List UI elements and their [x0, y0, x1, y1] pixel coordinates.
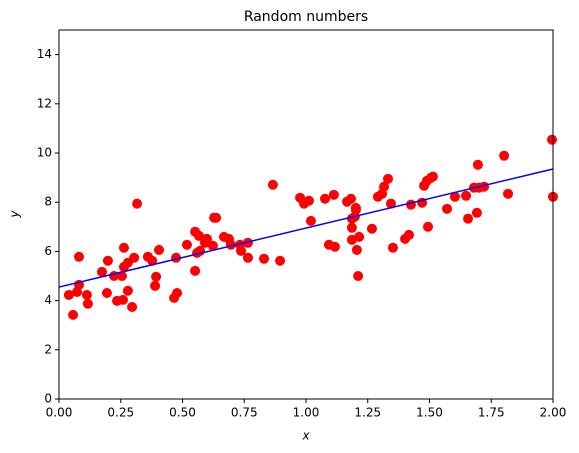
point — [463, 213, 474, 224]
point — [328, 189, 339, 200]
point — [383, 173, 394, 184]
point — [267, 179, 278, 190]
x-tick-label: 1.25 — [354, 406, 381, 420]
point — [211, 212, 222, 223]
point — [346, 222, 357, 233]
point — [305, 215, 316, 226]
point — [154, 244, 165, 255]
point — [117, 294, 128, 305]
point — [116, 271, 127, 281]
point — [275, 255, 286, 266]
point — [82, 298, 93, 309]
point — [129, 252, 140, 263]
x-tick-label: 0.00 — [46, 406, 73, 420]
x-tick-label: 1.00 — [293, 406, 320, 420]
point — [132, 198, 143, 209]
point — [329, 241, 340, 252]
point — [127, 301, 138, 312]
point — [405, 199, 416, 210]
point — [472, 159, 483, 170]
x-axis-label: x — [301, 429, 310, 443]
point — [190, 265, 201, 276]
y-tick-label: 10 — [37, 146, 52, 160]
point — [96, 266, 107, 277]
fit-line — [58, 168, 554, 288]
y-tick-label: 4 — [44, 293, 52, 307]
point — [427, 171, 438, 182]
x-tick-label: 0.50 — [169, 406, 196, 420]
y-tick-label: 2 — [44, 342, 52, 356]
point — [350, 204, 361, 215]
point — [150, 280, 161, 291]
point — [207, 240, 218, 251]
y-tick-label: 8 — [44, 195, 52, 209]
point — [499, 150, 510, 161]
point — [151, 271, 162, 282]
point — [147, 255, 158, 266]
point — [403, 229, 414, 240]
point — [345, 193, 356, 204]
x-tick-label: 1.50 — [416, 406, 443, 420]
point — [320, 193, 331, 204]
point — [442, 203, 453, 214]
y-tick-label: 14 — [37, 47, 52, 61]
point — [236, 245, 247, 256]
plot-frame — [58, 29, 554, 400]
point — [503, 188, 514, 199]
point — [201, 233, 212, 244]
point — [172, 287, 183, 298]
point — [423, 221, 434, 232]
point — [385, 198, 396, 209]
point — [122, 285, 133, 296]
point — [101, 287, 112, 298]
point — [181, 239, 192, 250]
y-axis-label: y — [8, 210, 22, 219]
x-tick-label: 1.75 — [478, 406, 505, 420]
point — [81, 289, 92, 300]
y-tick-label: 0 — [44, 392, 52, 406]
point — [366, 223, 377, 234]
point — [68, 309, 79, 320]
point — [449, 191, 460, 202]
y-tick-label: 12 — [37, 96, 52, 110]
point — [118, 242, 129, 253]
point — [242, 252, 253, 263]
point — [353, 271, 364, 281]
point — [351, 244, 362, 255]
point — [387, 242, 398, 253]
point — [461, 190, 472, 201]
x-tick-label: 2.00 — [540, 406, 567, 420]
y-tick-label: 6 — [44, 244, 52, 258]
point — [194, 230, 205, 241]
point — [242, 237, 253, 248]
point — [74, 251, 85, 262]
point — [547, 134, 558, 145]
point — [354, 231, 365, 242]
chart-title: Random numbers — [244, 9, 368, 25]
x-tick-label: 0.75 — [231, 406, 258, 420]
x-tick-label: 0.25 — [107, 406, 134, 420]
point — [471, 207, 482, 218]
point — [303, 195, 314, 206]
point — [102, 255, 113, 266]
point — [259, 253, 270, 264]
point — [63, 289, 74, 300]
point — [379, 181, 390, 192]
